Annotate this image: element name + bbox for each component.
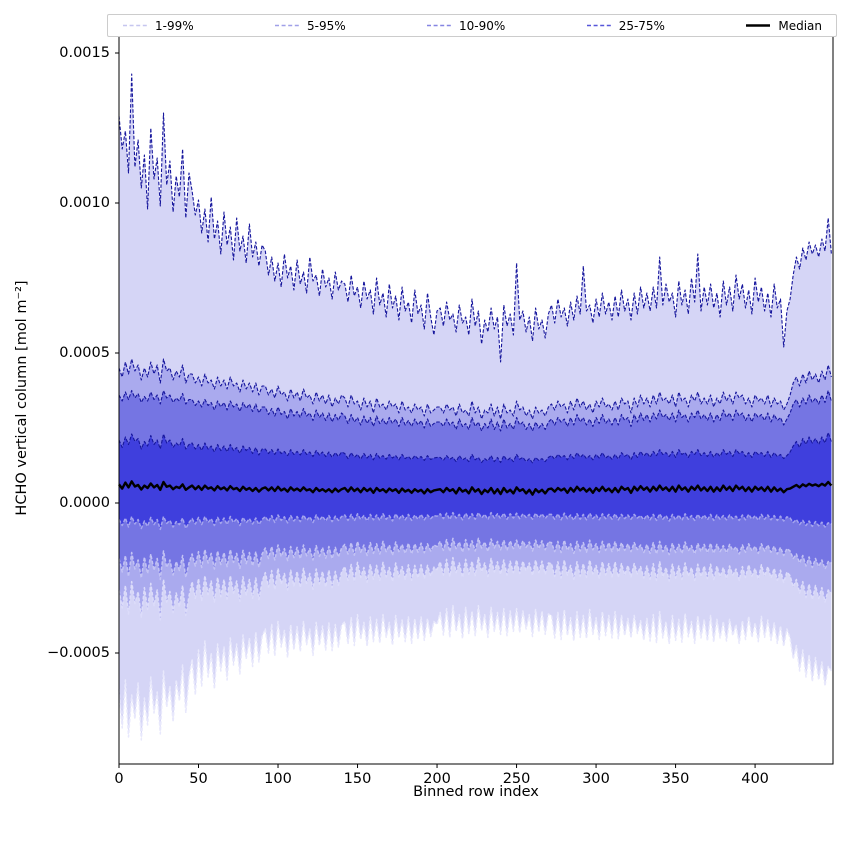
legend: 1-99% 5-95% 10-90% 25-75% Median	[107, 14, 837, 37]
legend-label: 5-95%	[307, 18, 346, 33]
x-axis-label: Binned row index	[413, 784, 539, 800]
legend-label: 10-90%	[459, 18, 506, 33]
legend-label: 1-99%	[155, 18, 194, 33]
percentile-line-p75	[118, 431, 832, 464]
legend-label: 25-75%	[618, 18, 665, 33]
y-tick-label: 0.0015	[59, 45, 110, 61]
percentile-line-p5	[118, 556, 832, 621]
x-tick-label: 200	[423, 771, 451, 787]
legend-line-swatch-icon	[586, 24, 611, 27]
x-tick-label: 50	[189, 771, 208, 787]
percentile-line-p99	[118, 73, 832, 363]
x-tick-label: 350	[661, 771, 690, 787]
legend-entry-10-90%: 10-90%	[426, 19, 505, 33]
legend-entry-5-95%: 5-95%	[274, 19, 346, 33]
legend-entry-Median: Median	[745, 19, 822, 33]
y-tick-label: 0.0010	[59, 195, 110, 211]
legend-entry-25-75%: 25-75%	[586, 19, 665, 33]
legend-line-swatch-icon	[123, 24, 147, 27]
legend-line-swatch-icon	[746, 24, 771, 27]
x-tick-label: 250	[502, 771, 531, 787]
percentile-line-p10	[118, 537, 832, 581]
band-fill-25-75%	[119, 432, 832, 530]
x-tick-label: 300	[582, 771, 610, 787]
percentile-line-p25	[118, 511, 832, 531]
median-line	[118, 480, 833, 496]
x-tick-label: 100	[264, 771, 292, 787]
y-tick-label: 0.0000	[59, 495, 110, 511]
y-axis-label: HCHO vertical column [mol m⁻²]	[14, 280, 30, 516]
x-tick-label: 150	[343, 771, 372, 787]
percentile-line-p95	[118, 358, 832, 420]
legend-label: Median	[778, 18, 822, 33]
y-tick-label: 0.0005	[59, 345, 110, 361]
legend-entry-1-99%: 1-99%	[122, 19, 194, 33]
legend-line-swatch-icon	[275, 24, 300, 27]
percentile-line-p1	[118, 604, 833, 741]
y-tick-label: −0.0005	[47, 645, 110, 661]
x-tick-label: 400	[741, 771, 769, 787]
legend-line-swatch-icon	[427, 24, 452, 27]
x-tick-label: 0	[114, 771, 124, 787]
